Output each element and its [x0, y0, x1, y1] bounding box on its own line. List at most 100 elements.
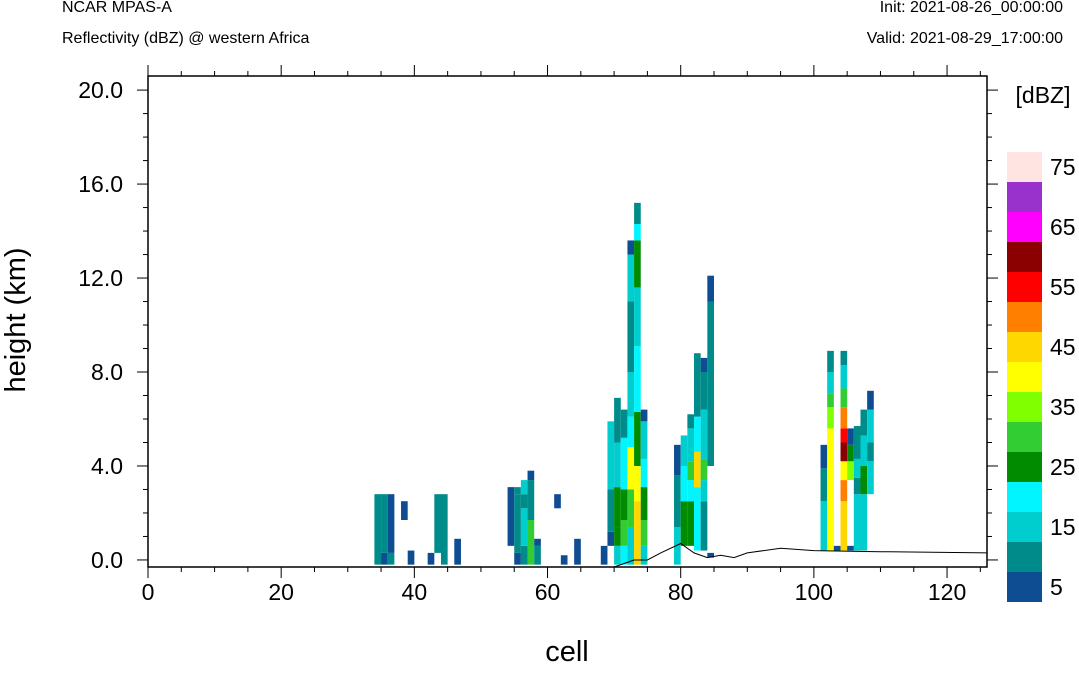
x-tick-label: 120 — [928, 579, 966, 605]
reflectivity-cell — [674, 444, 681, 476]
y-tick-label: 12.0 — [78, 265, 123, 291]
plot-frame-rect — [147, 75, 988, 568]
colorbar-label: 45 — [1050, 334, 1076, 360]
reflectivity-cell — [853, 458, 861, 478]
colorbar-swatch — [1007, 362, 1042, 392]
terrain-line — [148, 542, 988, 568]
reflectivity-cell — [634, 287, 641, 347]
colorbar-swatch — [1007, 332, 1042, 362]
reflectivity-cell — [707, 275, 714, 302]
reflectivity-cell — [607, 421, 615, 490]
valid-time: Valid: 2021-08-29_17:00:00 — [866, 30, 1063, 47]
colorbar-label: 25 — [1050, 454, 1076, 480]
reflectivity-cell — [680, 435, 688, 466]
reflectivity-cell — [614, 527, 621, 546]
reflectivity-cell — [853, 477, 861, 495]
reflectivity-cell — [527, 520, 535, 565]
reflectivity-cell — [867, 442, 874, 462]
reflectivity-cell — [847, 461, 854, 481]
y-tick-label: 20.0 — [78, 77, 123, 103]
init-time: Init: 2021-08-26_00:00:00 — [879, 0, 1063, 16]
reflectivity-cell — [707, 552, 714, 558]
reflectivity-cell — [607, 531, 615, 546]
reflectivity-cell — [634, 465, 641, 502]
reflectivity-cell — [620, 520, 628, 546]
reflectivity-cell — [627, 489, 635, 528]
terrain-line — [148, 542, 988, 568]
reflectivity-cell — [627, 447, 635, 490]
colorbar-label: 55 — [1050, 274, 1076, 300]
reflectivity-cell — [627, 527, 635, 565]
x-tick-label: 100 — [795, 579, 833, 605]
reflectivity-cell — [381, 494, 388, 553]
reflectivity-cell — [847, 444, 854, 462]
colorbar-label: 75 — [1050, 154, 1076, 180]
reflectivity-cell — [827, 350, 834, 373]
reflectivity-cell — [514, 494, 521, 553]
reflectivity-cell — [634, 346, 641, 412]
reflectivity-cells — [374, 202, 874, 565]
reflectivity-cell — [527, 470, 535, 481]
y-tick-label: 0.0 — [91, 547, 123, 573]
reflectivity-cell — [634, 411, 641, 466]
colorbar-label: 15 — [1050, 514, 1076, 540]
reflectivity-cell — [527, 480, 535, 521]
reflectivity-cell — [401, 501, 408, 521]
x-tick-label: 60 — [535, 579, 561, 605]
reflectivity-cell — [827, 393, 834, 408]
reflectivity-cell — [607, 489, 615, 532]
reflectivity-cell — [860, 465, 868, 495]
reflectivity-cell — [640, 487, 648, 521]
reflectivity-cell — [700, 357, 708, 373]
reflectivity-cell — [694, 416, 701, 452]
reflectivity-cell — [840, 501, 848, 551]
reflectivity-cell — [620, 489, 628, 521]
plot-frame — [147, 75, 988, 568]
reflectivity-cell — [634, 202, 641, 224]
colorbar-swatch — [1007, 512, 1042, 542]
model-name: NCAR MPAS-A — [62, 0, 172, 16]
reflectivity-cell — [860, 435, 868, 466]
colorbar-swatch — [1007, 542, 1042, 572]
reflectivity-cell — [560, 555, 568, 565]
colorbar-swatch — [1007, 242, 1042, 272]
reflectivity-cell — [434, 494, 441, 553]
reflectivity-cell — [700, 409, 708, 459]
reflectivity-cell — [554, 494, 561, 509]
reflectivity-cell — [374, 494, 382, 565]
reflectivity-cell — [534, 538, 541, 546]
reflectivity-cell — [687, 501, 695, 546]
y-tick-label: 8.0 — [91, 359, 123, 385]
reflectivity-cell — [640, 520, 648, 546]
reflectivity-cell — [507, 487, 515, 546]
reflectivity-cell — [827, 372, 834, 394]
reflectivity-cell — [520, 508, 528, 546]
colorbar-label: 65 — [1050, 214, 1076, 240]
x-tick-label: 80 — [668, 579, 694, 605]
reflectivity-cell — [620, 409, 628, 438]
colorbar-swatch — [1007, 482, 1042, 512]
reflectivity-cell — [833, 545, 841, 551]
reflectivity-cell — [520, 494, 528, 509]
reflectivity-cell — [454, 538, 461, 565]
reflectivity-cell — [440, 494, 448, 565]
reflectivity-cell — [674, 527, 681, 565]
reflectivity-cell — [640, 545, 648, 565]
reflectivity-cell — [634, 501, 641, 565]
reflectivity-cell — [867, 461, 874, 495]
reflectivity-cell — [840, 364, 848, 389]
reflectivity-cell — [687, 480, 695, 502]
reflectivity-cell — [640, 409, 648, 422]
colorbar: 5 15 25 35 45 55 65 75 — [1007, 152, 1076, 602]
reflectivity-cell — [627, 254, 635, 302]
reflectivity-cell — [687, 428, 695, 462]
reflectivity-cell — [634, 224, 641, 241]
reflectivity-cell — [680, 501, 688, 546]
reflectivity-cell — [860, 409, 868, 436]
reflectivity-cell — [853, 494, 861, 551]
reflectivity-cell — [820, 501, 828, 551]
colorbar-swatch — [1007, 422, 1042, 452]
reflectivity-cell — [687, 461, 695, 481]
y-tick-label: 16.0 — [78, 171, 123, 197]
